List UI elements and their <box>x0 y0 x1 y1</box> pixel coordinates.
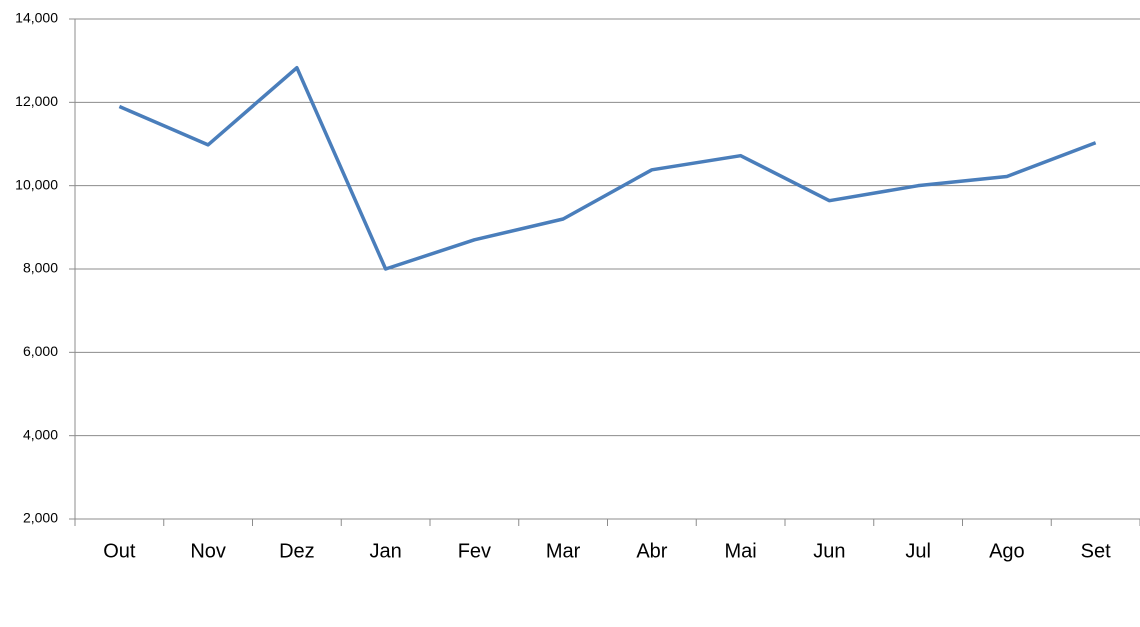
y-tick-label: 2,000 <box>23 510 58 526</box>
y-tick-label: 14,000 <box>15 10 58 26</box>
y-tick-label: 12,000 <box>15 93 58 109</box>
x-tick-label: Dez <box>279 540 315 562</box>
x-tick-label: Set <box>1081 540 1111 562</box>
y-tick-label: 10,000 <box>15 176 58 192</box>
x-tick-label: Nov <box>190 540 226 562</box>
data-line <box>118 66 1097 271</box>
x-tick-label: Abr <box>636 540 667 562</box>
x-tick-label: Ago <box>989 540 1025 562</box>
x-tick-label: Mar <box>546 540 581 562</box>
x-tick-label: Mai <box>725 540 757 562</box>
y-tick-label: 6,000 <box>23 343 58 359</box>
x-tick-label: Jan <box>370 540 402 562</box>
x-tick-label: Jul <box>905 540 931 562</box>
y-tick-label: 4,000 <box>23 426 58 442</box>
x-tick-label: Jun <box>813 540 845 562</box>
x-tick-label: Out <box>103 540 136 562</box>
x-tick-label: Fev <box>458 540 491 562</box>
y-tick-label: 8,000 <box>23 260 58 276</box>
